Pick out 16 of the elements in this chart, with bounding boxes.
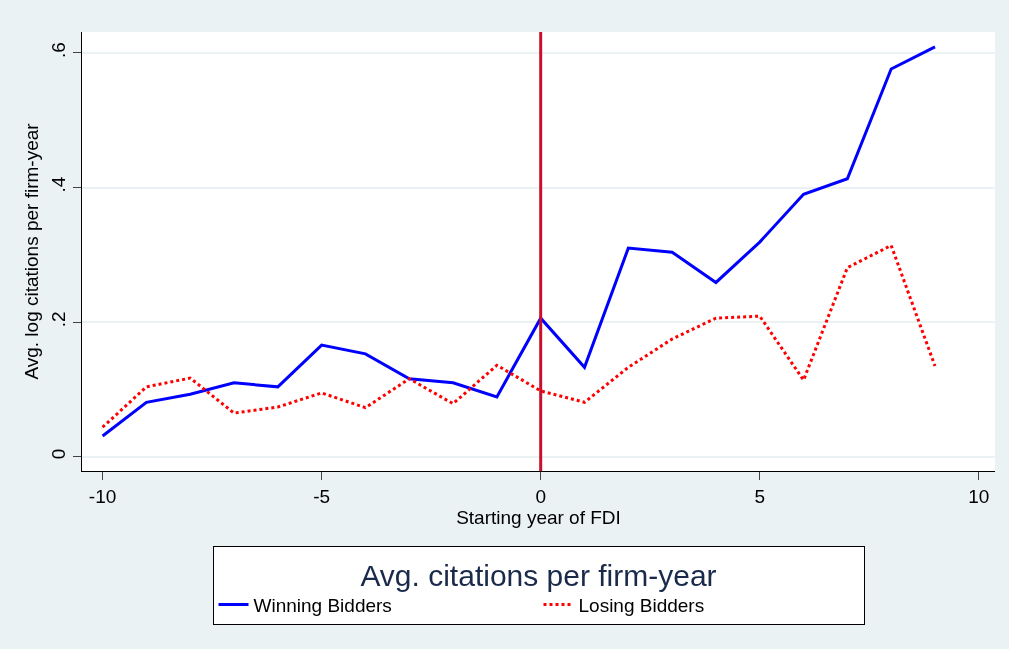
x-tick-label: 0	[535, 485, 546, 507]
line-series	[101, 45, 937, 438]
y-tick-label: .6	[48, 42, 70, 58]
x-tick-label: -10	[88, 485, 117, 507]
legend-label: Losing Bidders	[578, 594, 705, 616]
x-axis-title: Starting year of FDI	[456, 506, 621, 528]
y-tick-label: .4	[48, 176, 70, 193]
y-tick-label: 0	[48, 448, 70, 460]
legend-label: Winning Bidders	[253, 594, 392, 616]
x-tick-label: 10	[968, 485, 990, 507]
x-tick-label: 5	[754, 485, 766, 507]
line-series	[101, 243, 937, 429]
y-tick-label: .2	[48, 311, 70, 328]
x-tick-label: -5	[313, 485, 331, 507]
legend-title: Avg. citations per firm-year	[360, 558, 717, 592]
y-axis-title: Avg. log citations per firm-year	[21, 122, 43, 380]
